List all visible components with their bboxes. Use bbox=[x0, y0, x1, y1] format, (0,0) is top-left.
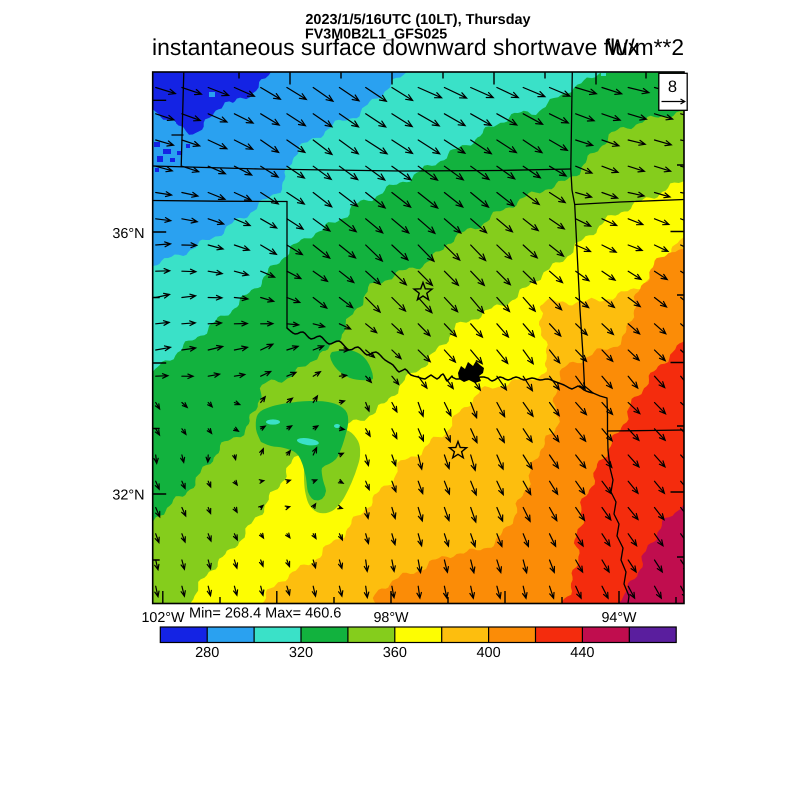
svg-text:94°W: 94°W bbox=[601, 610, 637, 626]
svg-text:320: 320 bbox=[289, 645, 313, 661]
svg-text:32°N: 32°N bbox=[112, 488, 144, 504]
svg-text:8: 8 bbox=[668, 78, 677, 96]
svg-text:102°W: 102°W bbox=[141, 610, 185, 626]
svg-text:Min= 268.4 Max= 460.6: Min= 268.4 Max= 460.6 bbox=[189, 606, 341, 622]
svg-text:280: 280 bbox=[195, 645, 219, 661]
svg-text:instantaneous surface downward: instantaneous surface downward shortwave… bbox=[152, 34, 640, 60]
svg-text:360: 360 bbox=[383, 645, 407, 661]
svg-text:440: 440 bbox=[570, 645, 594, 661]
svg-text:W/m**2: W/m**2 bbox=[607, 34, 684, 60]
svg-text:98°W: 98°W bbox=[373, 610, 409, 626]
svg-text:2023/1/5/16UTC (10LT), Thursda: 2023/1/5/16UTC (10LT), Thursday bbox=[305, 12, 530, 28]
svg-text:FV3M0B2L1_GFS025: FV3M0B2L1_GFS025 bbox=[305, 27, 447, 43]
svg-text:400: 400 bbox=[476, 645, 500, 661]
svg-text:36°N: 36°N bbox=[112, 226, 144, 242]
